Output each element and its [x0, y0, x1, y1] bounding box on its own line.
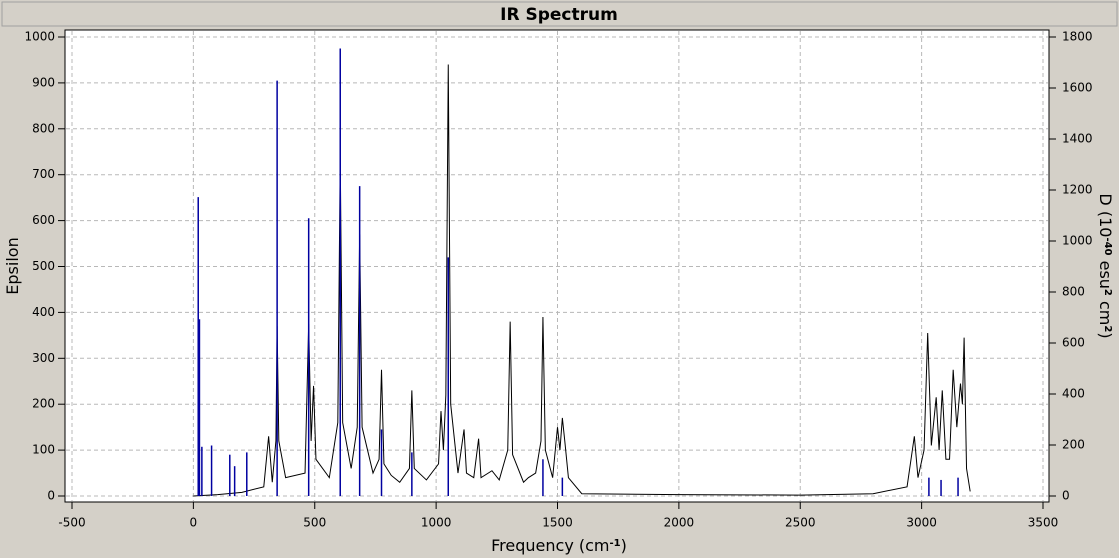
y2-tick-label: 1200 [1062, 183, 1093, 197]
x-tick-label: 1500 [542, 516, 573, 530]
y2-tick-label: 1800 [1062, 30, 1093, 44]
y-tick-label: 400 [32, 305, 55, 319]
x-axis-label: Frequency (cm-1) [491, 536, 627, 555]
y2-axis-label: D (10-40 esu2 cm2) [1096, 193, 1115, 338]
y-axis-label-part: Epsilon [3, 237, 22, 294]
y2-tick-label: 600 [1062, 336, 1085, 350]
y2-tick-label: 1000 [1062, 234, 1093, 248]
y-tick-label: 100 [32, 443, 55, 457]
y-tick-label: 0 [47, 489, 55, 503]
y-tick-label: 800 [32, 121, 55, 135]
y2-tick-label: 400 [1062, 387, 1085, 401]
y-tick-label: 700 [32, 167, 55, 181]
y2-axis-label-part: esu [1096, 256, 1115, 289]
y-tick-label: 1000 [24, 30, 55, 44]
y2-tick-label: 200 [1062, 438, 1085, 452]
x-tick-label: 1000 [421, 516, 452, 530]
x-tick-label: 0 [190, 516, 198, 530]
x-tick-label: 500 [303, 516, 326, 530]
y2-tick-label: 1600 [1062, 81, 1093, 95]
x-tick-label: -500 [58, 516, 85, 530]
x-tick-label: 3000 [906, 516, 937, 530]
y-tick-label: 900 [32, 75, 55, 89]
y2-tick-label: 800 [1062, 285, 1085, 299]
y-tick-label: 300 [32, 351, 55, 365]
x-tick-label: 2000 [664, 516, 695, 530]
y2-axis-label-part: cm [1096, 296, 1115, 325]
x-axis-label-part: Frequency (cm [491, 536, 609, 555]
y-tick-label: 500 [32, 259, 55, 273]
x-tick-label: 3500 [1028, 516, 1059, 530]
y-tick-label: 600 [32, 213, 55, 227]
y2-tick-label: 1400 [1062, 132, 1093, 146]
x-axis-label-part: ) [621, 536, 627, 555]
y-axis-label: Epsilon [3, 237, 22, 294]
y2-tick-label: 0 [1062, 489, 1070, 503]
x-axis-label-part: -1 [610, 538, 621, 549]
y-tick-label: 200 [32, 397, 55, 411]
y2-axis-label-part: -40 [1103, 237, 1114, 255]
y2-axis-label-part: 2 [1103, 325, 1114, 332]
y2-axis-label-part: D (10 [1096, 193, 1115, 237]
chart-title: IR Spectrum [500, 5, 618, 25]
y2-axis-label-part: ) [1096, 332, 1115, 338]
spectrum-line [193, 64, 971, 497]
y2-axis-label-part: 2 [1103, 289, 1114, 296]
x-tick-label: 2500 [785, 516, 816, 530]
title-bar [1, 1, 1118, 27]
